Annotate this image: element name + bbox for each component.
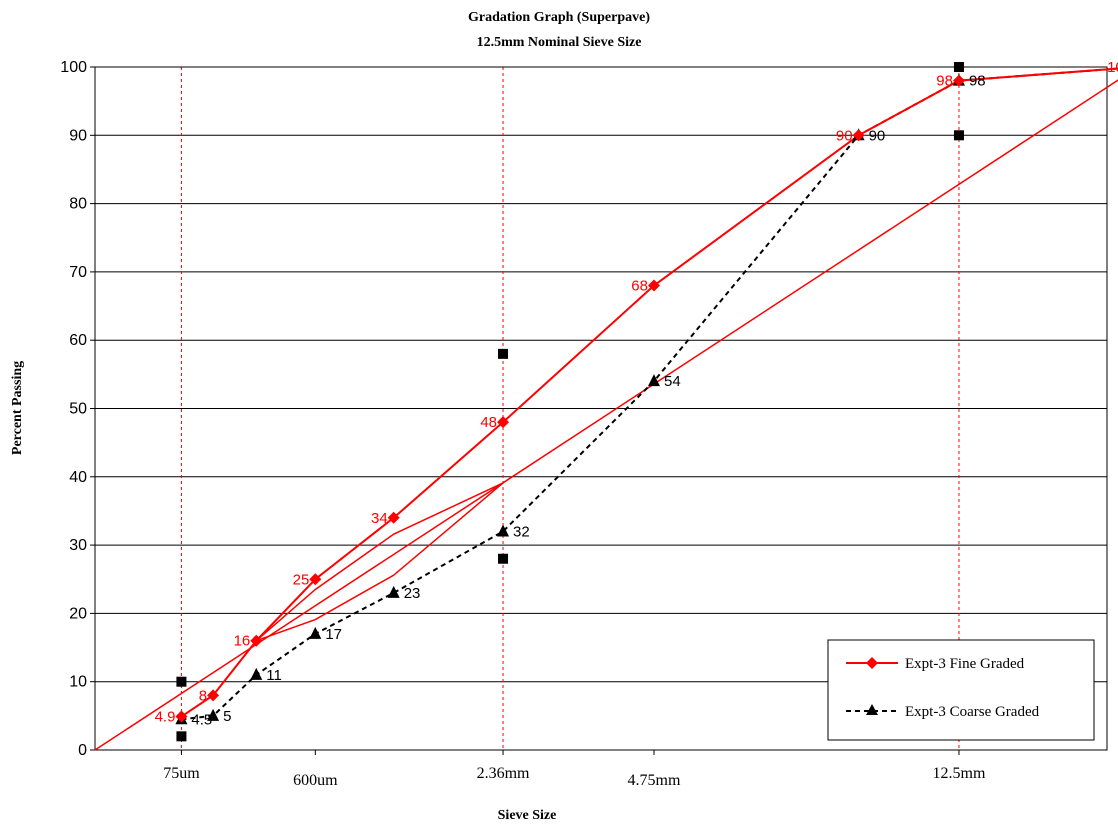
legend-box [827,639,1095,741]
fine-data-label: 34 [371,510,388,527]
fine-data-label: 48 [480,414,497,431]
coarse-point-marker [497,524,510,537]
y-tick-label: 60 [69,332,87,349]
fine-point-marker [952,74,965,87]
coarse-data-label: 5 [223,708,231,725]
x-axis-ticks: 75um 600um 2.36mm 4.75mm 12.5mm [163,750,986,789]
restricted-zone-lower [256,482,504,642]
y-tick-label: 10 [69,674,87,691]
y-tick-label: 100 [60,59,87,76]
control-point [953,130,964,141]
legend-fine-marker [866,657,878,669]
x-tick-label: 75um [163,765,200,782]
x-tick-label: 2.36mm [477,765,530,782]
coarse-point-marker [250,667,263,680]
y-axis-title: Percent Passing [10,361,25,455]
y-tick-label: 90 [69,127,87,144]
coarse-point-marker [207,708,220,721]
coarse-data-label: 54 [664,373,681,390]
restricted-zone-upper [255,482,504,642]
x-tick-label: 600um [293,772,338,789]
y-axis-ticks: 0 10 20 30 40 50 60 70 80 90 100 [60,59,95,759]
coarse-data-label: 98 [969,73,986,90]
gridlines [95,134,1107,683]
x-tick-label: 4.75mm [628,772,681,789]
fine-series-line [180,67,1118,718]
fine-data-label: 98 [936,73,953,90]
fine-point-marker [207,689,220,702]
fine-data-label: 90 [836,127,853,144]
y-tick-label: 0 [78,742,87,759]
fine-point-marker [309,573,322,586]
chart-subtitle: 12.5mm Nominal Sieve Size [477,35,642,50]
legend: Expt-3 Fine Graded Expt-3 Coarse Graded [827,639,1095,741]
control-point [176,676,187,687]
control-point [498,348,509,359]
data-labels: 4.98162534486890981004.55111723325490981… [155,59,1118,728]
control-point [498,553,509,564]
coarse-data-label: 90 [869,127,886,144]
fine-point-marker [852,129,865,142]
y-tick-label: 40 [69,469,87,486]
fine-point-marker [647,279,660,292]
y-tick-label: 30 [69,537,87,554]
coarse-point-marker [309,626,322,639]
fine-point-marker [175,710,188,723]
fine-data-label: 100 [1107,59,1118,76]
coarse-data-label: 23 [404,585,421,602]
coarse-data-label: 32 [513,523,530,540]
coarse-point-marker [387,585,400,598]
coarse-data-label: 17 [325,626,342,643]
chart-title: Gradation Graph (Superpave) [468,10,650,25]
coarse-data-label: 4.5 [191,711,212,728]
legend-coarse-marker [866,704,878,715]
coarse-data-label: 11 [266,667,282,684]
legend-fine-label: Expt-3 Fine Graded [905,656,1025,672]
fine-data-label: 16 [234,633,251,650]
fine-data-label: 25 [293,571,310,588]
legend-coarse-label: Expt-3 Coarse Graded [905,704,1040,720]
control-point [176,731,187,742]
fine-point-marker [387,511,400,524]
specification-lines [94,79,1118,751]
y-tick-label: 70 [69,264,87,281]
x-axis-title: Sieve Size [498,808,557,823]
control-points [176,62,964,742]
x-tick-label: 12.5mm [933,765,986,782]
control-point [953,62,964,72]
fine-point-marker [497,416,510,429]
y-tick-label: 20 [69,605,87,622]
series [175,67,1118,725]
coarse-point-marker [647,374,660,387]
coarse-series-line [181,67,1118,721]
fine-data-label: 8 [199,687,207,704]
fine-point-marker [250,634,263,647]
y-tick-label: 80 [69,196,87,213]
y-tick-label: 50 [69,401,87,418]
fine-data-label: 4.9 [155,709,176,726]
fine-data-label: 68 [631,278,648,295]
